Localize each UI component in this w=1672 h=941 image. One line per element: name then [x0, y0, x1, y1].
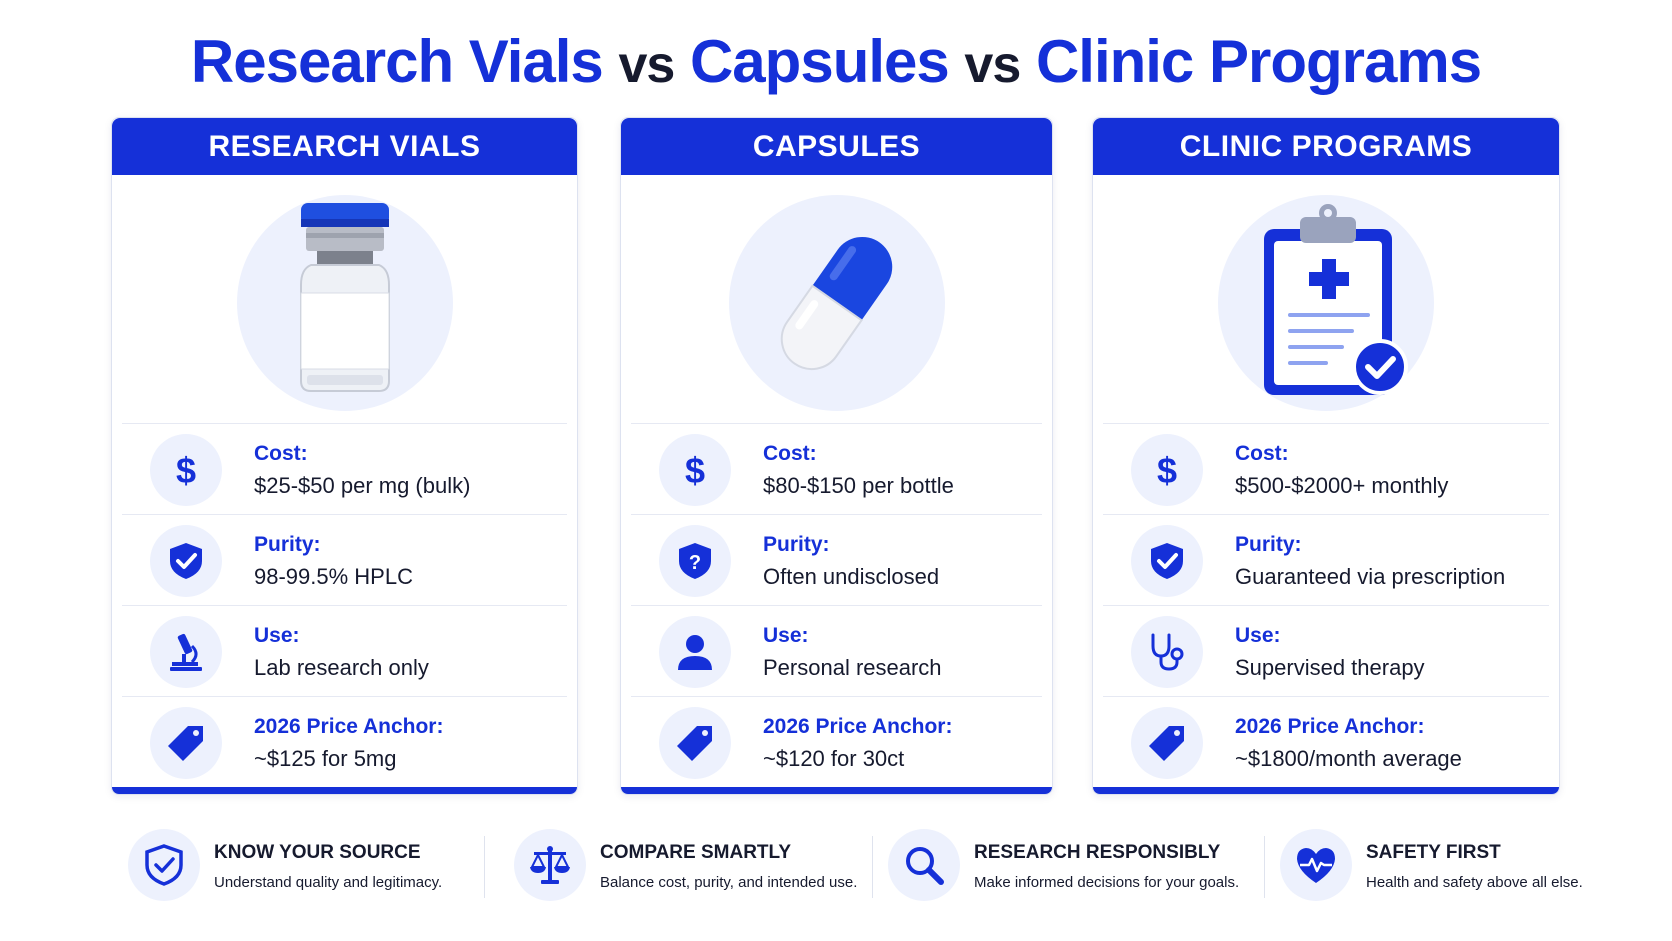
row-label: Cost: [763, 442, 817, 465]
row-label: Use: [1235, 624, 1281, 647]
scales-icon [514, 829, 586, 901]
card-footer-bar [112, 787, 577, 794]
tip-know-your-source: KNOW YOUR SOURCE Understand quality and … [128, 826, 488, 906]
card-header: CAPSULES [621, 118, 1052, 175]
dollar-icon: $ [1131, 434, 1203, 506]
price-tag-icon [150, 707, 222, 779]
hero [621, 175, 1052, 423]
row-purity: Purity: Guaranteed via prescription [1103, 514, 1549, 605]
tip-title: KNOW YOUR SOURCE [214, 842, 421, 863]
tip-title: COMPARE SMARTLY [600, 842, 792, 863]
row-value: 98-99.5% HPLC [254, 564, 413, 589]
row-label: Purity: [1235, 533, 1302, 556]
divider [484, 836, 485, 898]
capsule-icon [780, 237, 892, 370]
price-tag-icon [659, 707, 731, 779]
card-footer-bar [621, 787, 1052, 794]
title-capsules: Capsules [689, 28, 950, 95]
row-value: $25-$50 per mg (bulk) [254, 473, 471, 498]
row-use: Use: Supervised therapy [1103, 605, 1549, 696]
row-use: Use: Personal research [631, 605, 1042, 696]
tip-safety-first: SAFETY FIRST Health and safety above all… [1280, 826, 1660, 906]
person-icon [659, 616, 731, 688]
card-clinic-programs: CLINIC PROGRAMS $ Cost: $500-$2000+ mont… [1092, 117, 1560, 795]
microscope-icon [150, 616, 222, 688]
magnifier-icon [888, 829, 960, 901]
shield-check-icon [150, 525, 222, 597]
tip-text: Make informed decisions for your goals. [974, 874, 1240, 891]
row-label: 2026 Price Anchor: [254, 715, 444, 738]
tip-text: Health and safety above all else. [1366, 874, 1583, 891]
shield-check-icon [1131, 525, 1203, 597]
dollar-icon: $ [659, 434, 731, 506]
tip-text: Understand quality and legitimacy. [214, 874, 443, 891]
price-tag-icon [1131, 707, 1203, 779]
row-value: ~$125 for 5mg [254, 746, 397, 771]
row-purity: ? Purity: Often undisclosed [631, 514, 1042, 605]
tip-research-responsibly: RESEARCH RESPONSIBLY Make informed decis… [888, 826, 1268, 906]
svg-text:$: $ [1157, 450, 1177, 490]
hero [1093, 175, 1559, 423]
row-label: Use: [254, 624, 300, 647]
stethoscope-icon [1131, 616, 1203, 688]
row-cost: $ Cost: $500-$2000+ monthly [1103, 423, 1549, 514]
row-cost: $ Cost: $80-$150 per bottle [631, 423, 1042, 514]
title-research-vials: Research Vials [190, 28, 604, 95]
row-price-anchor: 2026 Price Anchor: ~$125 for 5mg [122, 696, 567, 787]
row-cost: $ Cost: $25-$50 per mg (bulk) [122, 423, 567, 514]
row-value: Lab research only [254, 655, 429, 680]
card-capsules: CAPSULES $ Cost: $80-$150 per bottle ? P… [620, 117, 1053, 795]
svg-text:?: ? [689, 552, 701, 574]
row-purity: Purity: 98-99.5% HPLC [122, 514, 567, 605]
card-footer-bar [1093, 787, 1559, 794]
row-label: Use: [763, 624, 809, 647]
row-value: Often undisclosed [763, 564, 940, 589]
shield-question-icon: ? [659, 525, 731, 597]
title-vs: vs [964, 36, 1021, 94]
tips-bar: KNOW YOUR SOURCE Understand quality and … [0, 826, 1672, 926]
title-vs: vs [618, 36, 675, 94]
row-value: $500-$2000+ monthly [1235, 473, 1449, 498]
card-header: CLINIC PROGRAMS [1093, 118, 1559, 175]
clipboard-medical-icon [1264, 204, 1408, 395]
row-label: Cost: [254, 442, 308, 465]
dollar-icon: $ [150, 434, 222, 506]
tip-compare-smartly: COMPARE SMARTLY Balance cost, purity, an… [514, 826, 874, 906]
row-value: ~$1800/month average [1235, 746, 1462, 771]
row-use: Use: Lab research only [122, 605, 567, 696]
shield-check-icon [128, 829, 200, 901]
row-label: Purity: [254, 533, 321, 556]
tip-text: Balance cost, purity, and intended use. [600, 874, 858, 891]
vial-icon [299, 203, 390, 392]
title-clinic-programs: Clinic Programs [1035, 28, 1482, 95]
svg-text:$: $ [176, 450, 196, 490]
page-title: Research Vials vs Capsules vs Clinic Pro… [0, 22, 1672, 102]
row-value: Personal research [763, 655, 942, 680]
row-label: 2026 Price Anchor: [763, 715, 953, 738]
divider [872, 836, 873, 898]
tip-title: RESEARCH RESPONSIBLY [974, 842, 1221, 863]
row-value: $80-$150 per bottle [763, 473, 954, 498]
row-label: 2026 Price Anchor: [1235, 715, 1425, 738]
row-value: ~$120 for 30ct [763, 746, 905, 771]
hero [112, 175, 577, 423]
row-label: Purity: [763, 533, 830, 556]
divider [1264, 836, 1265, 898]
heart-pulse-icon [1280, 829, 1352, 901]
svg-text:$: $ [685, 450, 705, 490]
card-research-vials: RESEARCH VIALS $ Cost: $25-$50 per mg (b… [111, 117, 578, 795]
card-header: RESEARCH VIALS [112, 118, 577, 175]
row-label: Cost: [1235, 442, 1289, 465]
tip-title: SAFETY FIRST [1366, 842, 1501, 863]
row-price-anchor: 2026 Price Anchor: ~$1800/month average [1103, 696, 1549, 787]
row-value: Supervised therapy [1235, 655, 1425, 680]
row-price-anchor: 2026 Price Anchor: ~$120 for 30ct [631, 696, 1042, 787]
row-value: Guaranteed via prescription [1235, 564, 1506, 589]
